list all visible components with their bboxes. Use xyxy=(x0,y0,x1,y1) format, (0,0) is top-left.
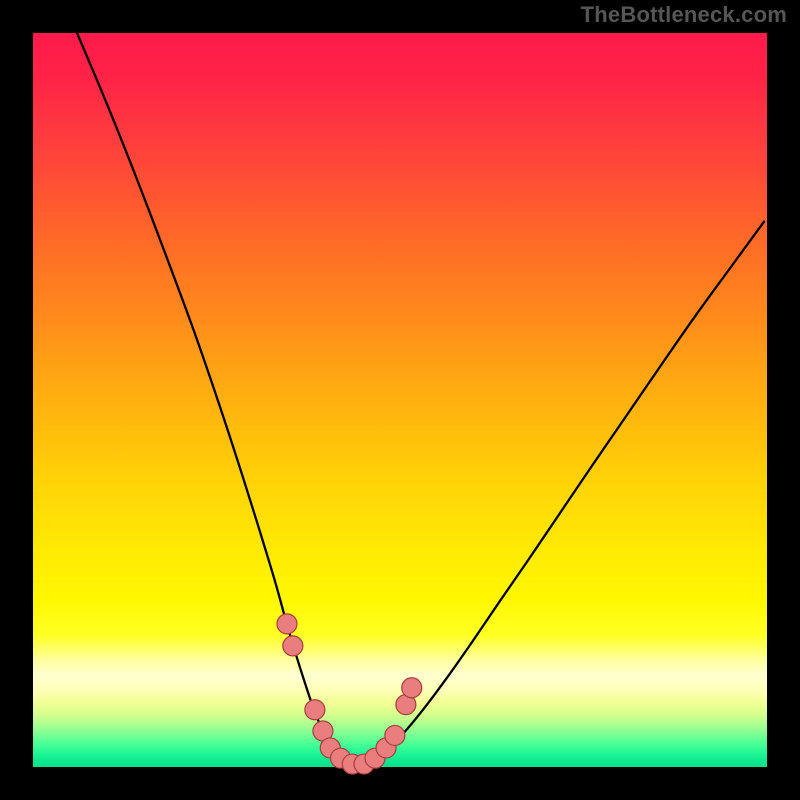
bottleneck-left-curve xyxy=(77,33,356,767)
data-marker xyxy=(385,725,405,745)
data-marker xyxy=(402,678,422,698)
data-marker xyxy=(277,614,297,634)
data-marker xyxy=(305,700,325,720)
marker-group xyxy=(277,614,422,774)
chart-svg xyxy=(0,0,800,800)
data-marker xyxy=(283,636,303,656)
